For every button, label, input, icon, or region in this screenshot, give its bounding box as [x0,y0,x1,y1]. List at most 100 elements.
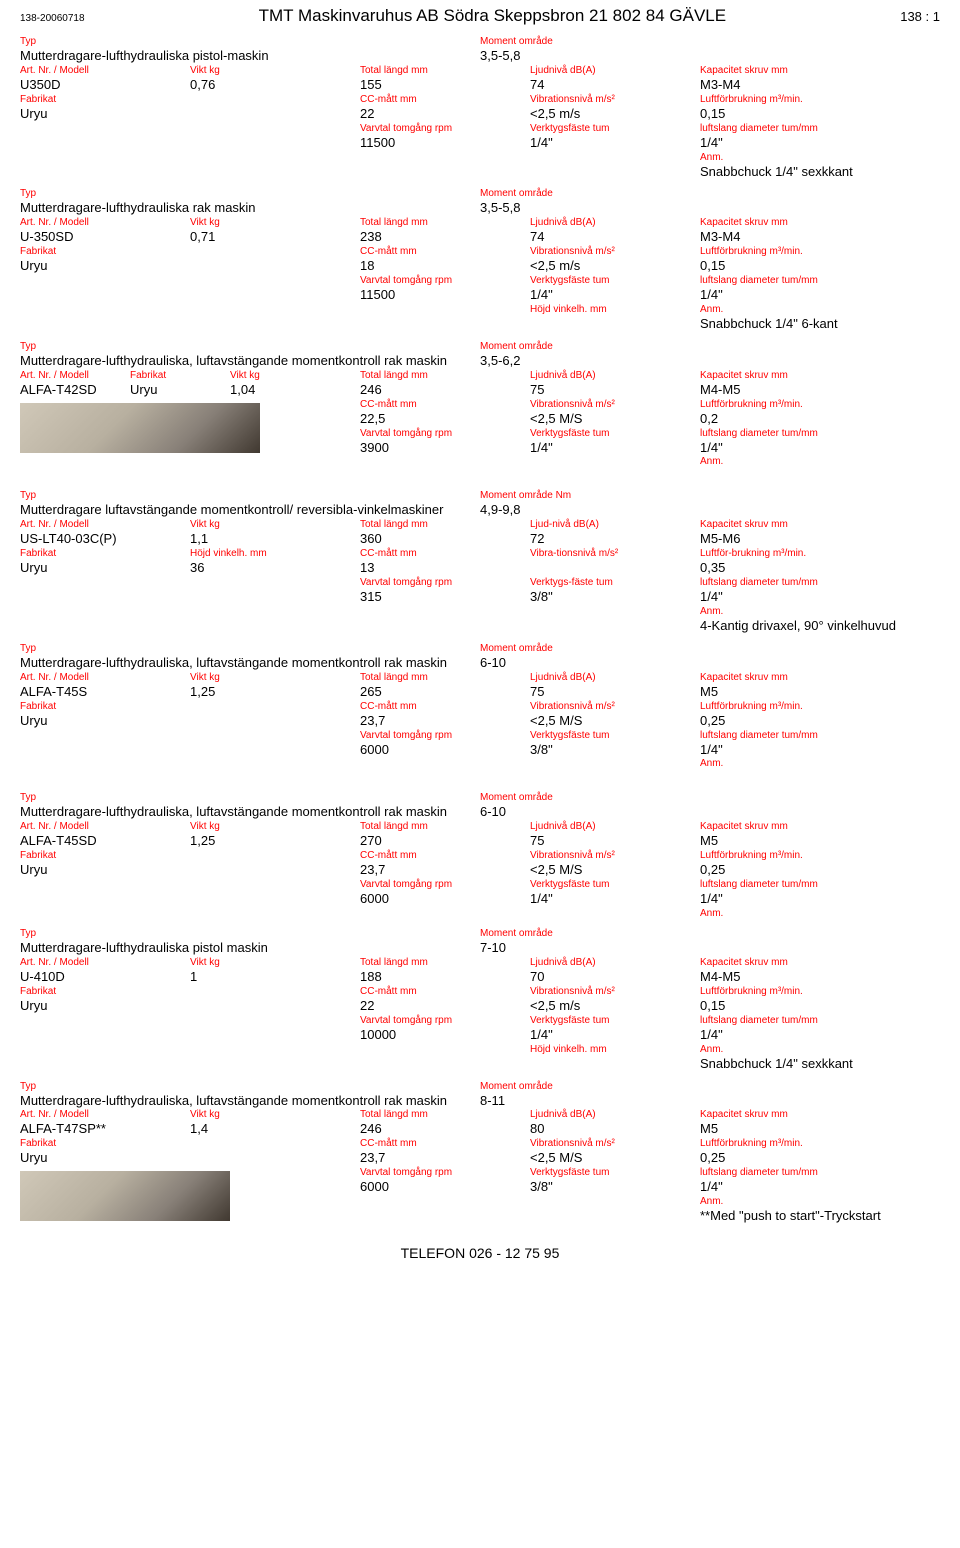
typ-value: Mutterdragare-lufthydrauliska rak maskin [20,200,480,217]
luft-label: Luftförbrukning m³/min. [700,1138,940,1150]
anm-value: Snabbchuck 1/4" sexkkant [700,1056,940,1073]
cc-value: 18 [360,258,530,275]
cc-label: CC-mått mm [360,94,530,106]
luft-label: Luftförbrukning m³/min. [700,986,940,998]
cc-value: 23,7 [360,862,530,879]
verk-value: 3/8" [530,589,700,606]
ljud-label: Ljudnivå dB(A) [530,217,700,229]
typ-value: Mutterdragare-lufthydrauliska, luftavstä… [20,804,480,821]
product-entry: TypMutterdragare-lufthydrauliska, luftav… [20,643,940,771]
luft-value: 0,15 [700,106,940,123]
total-value: 265 [360,684,530,701]
cc-label: CC-mått mm [360,399,530,411]
slang-label: luftslang diameter tum/mm [700,428,940,440]
cc-value: 22 [360,106,530,123]
fab-value: Uryu [20,1150,190,1167]
art-label: Art. Nr. / Modell [20,957,190,969]
luft-label: Luftförbrukning m³/min. [700,701,940,713]
product-entry: TypMutterdragare-lufthydrauliska, luftav… [20,341,940,469]
art-value: ALFA-T45SD [20,833,190,850]
product-entry: TypMutterdragare-lufthydrauliska rak mas… [20,188,940,332]
verk-label: Verktygsfäste tum [530,123,700,135]
typ-label: Typ [20,188,480,200]
slang-value: 1/4" [700,742,940,759]
vib-label: Vibrationsnivå m/s² [530,986,700,998]
slang-value: 1/4" [700,135,940,152]
total-value: 246 [360,382,530,399]
vikt-value: 1,25 [190,684,360,701]
anm-value: Snabbchuck 1/4" 6-kant [700,316,940,333]
art-label: Art. Nr. / Modell [20,519,190,531]
luft-value: 0,25 [700,862,940,879]
total-label: Total längd mm [360,957,530,969]
vib-value: <2,5 m/s [530,106,700,123]
cc-value: 23,7 [360,713,530,730]
typ-value: Mutterdragare luftavstängande momentkont… [20,502,480,519]
cc-label: CC-mått mm [360,246,530,258]
vib-label: Vibra-tionsnivå m/s² [530,548,700,560]
moment-value: 6-10 [480,804,940,821]
anm-value: Snabbchuck 1/4" sexkkant [700,164,940,181]
fab-value: Uryu [20,258,190,275]
moment-label: Moment område Nm [480,490,940,502]
cc-value: 23,7 [360,1150,530,1167]
total-value: 155 [360,77,530,94]
total-value: 188 [360,969,530,986]
moment-value: 3,5-5,8 [480,48,940,65]
vib-value: <2,5 M/S [530,1150,700,1167]
moment-value: 3,5-6,2 [480,353,940,370]
typ-label: Typ [20,643,480,655]
varv-label: Varvtal tomgång rpm [360,577,530,589]
vib-value: <2,5 M/S [530,411,700,428]
varv-label: Varvtal tomgång rpm [360,275,530,287]
verk-label: Verktygsfäste tum [530,1167,700,1179]
cc-label: CC-mått mm [360,986,530,998]
verk-value: 1/4" [530,1027,700,1044]
verk-label: Verktygs-fäste tum [530,577,700,589]
art-label: Art. Nr. / Modell [20,65,190,77]
fab-value: Uryu [20,560,190,577]
varv-value: 6000 [360,1179,530,1196]
vib-value: <2,5 M/S [530,713,700,730]
cc-value: 22 [360,998,530,1015]
anm-label: Anm. [700,1044,940,1056]
slang-value: 1/4" [700,1179,940,1196]
luft-label: Luftför-brukning m³/min. [700,548,940,560]
total-value: 360 [360,531,530,548]
fab-value: Uryu [20,713,190,730]
fab-value: Uryu [130,382,230,399]
total-label: Total längd mm [360,217,530,229]
slang-value: 1/4" [700,891,940,908]
art-label: Art. Nr. / Modell [20,821,190,833]
vib-label: Vibrationsnivå m/s² [530,399,700,411]
ljud-label: Ljudnivå dB(A) [530,370,700,382]
typ-label: Typ [20,341,480,353]
total-value: 246 [360,1121,530,1138]
anm-value: 4-Kantig drivaxel, 90° vinkelhuvud [700,618,940,635]
cc-label: CC-mått mm [360,548,530,560]
kap-value: M5 [700,833,940,850]
total-label: Total längd mm [360,821,530,833]
ljud-label: Ljudnivå dB(A) [530,1109,700,1121]
ljud-value: 75 [530,833,700,850]
moment-value: 8-11 [480,1093,940,1110]
luft-label: Luftförbrukning m³/min. [700,399,940,411]
ljud-value: 72 [530,531,700,548]
slang-value: 1/4" [700,1027,940,1044]
typ-label: Typ [20,928,480,940]
total-value: 238 [360,229,530,246]
vikt-value: 1 [190,969,360,986]
anm-label: Anm. [700,606,940,618]
kap-label: Kapacitet skruv mm [700,957,940,969]
varv-value: 6000 [360,891,530,908]
luft-value: 0,15 [700,258,940,275]
anm-label: Anm. [700,304,940,316]
moment-value: 6-10 [480,655,940,672]
art-value: ALFA-T45S [20,684,190,701]
cc-label: CC-mått mm [360,1138,530,1150]
vikt-label: Vikt kg [230,370,360,382]
vib-label: Vibrationsnivå m/s² [530,246,700,258]
kap-label: Kapacitet skruv mm [700,519,940,531]
kap-label: Kapacitet skruv mm [700,217,940,229]
page-number: 138 : 1 [900,9,940,24]
